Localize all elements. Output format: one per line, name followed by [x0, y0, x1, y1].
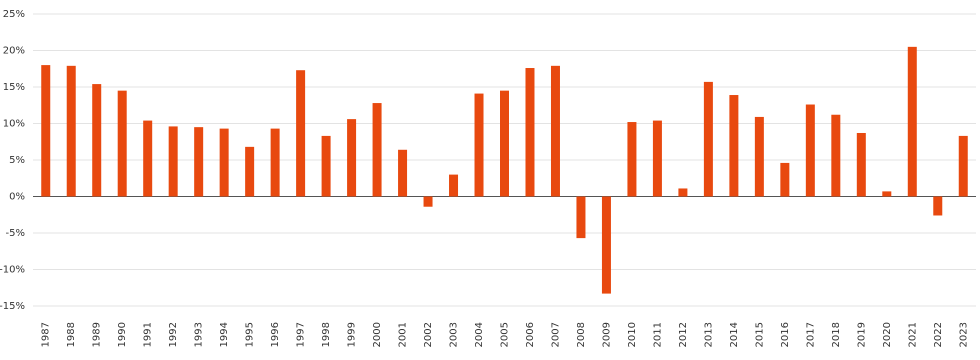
bar: [729, 95, 739, 197]
bar: [780, 162, 790, 197]
x-tick-label: 1993: [194, 322, 205, 347]
bar: [678, 188, 688, 197]
x-tick-label: 1997: [296, 322, 307, 347]
y-tick-label: 10%: [3, 119, 25, 130]
bar: [296, 70, 306, 197]
bar: [194, 127, 204, 197]
y-tick-label: 25%: [3, 9, 25, 20]
x-tick-label: 2014: [729, 322, 740, 347]
x-tick-label: 2023: [958, 322, 969, 347]
bar: [754, 116, 764, 197]
bar: [576, 196, 586, 239]
x-tick-label: 1995: [245, 322, 256, 347]
bar: [933, 196, 943, 216]
y-tick-label: 15%: [3, 82, 25, 93]
x-tick-label: 2021: [907, 322, 918, 347]
x-tick-label: 1989: [92, 322, 103, 347]
bar: [958, 135, 968, 197]
y-tick-label: -15%: [0, 301, 25, 312]
x-tick-label: 2015: [754, 322, 765, 347]
y-tick-label: 5%: [9, 155, 25, 166]
x-tick-label: 2017: [805, 322, 816, 347]
bar: [398, 149, 408, 197]
bar: [500, 90, 509, 197]
bar: [474, 93, 484, 197]
x-tick-label: 2010: [627, 322, 638, 347]
bar: [907, 46, 917, 197]
bar: [372, 103, 382, 197]
bar: [627, 122, 637, 197]
x-tick-label: 1999: [347, 322, 358, 347]
x-tick-label: 2003: [449, 322, 460, 347]
x-tick-label: 2020: [882, 322, 893, 347]
y-tick-label: 20%: [3, 46, 25, 57]
x-tick-label: 2005: [500, 322, 511, 347]
x-tick-label: 1998: [321, 322, 332, 347]
bar: [601, 196, 611, 294]
bar: [245, 146, 255, 197]
bar: [219, 128, 229, 197]
x-tick-label: 1987: [41, 322, 52, 347]
x-tick-label: 2013: [703, 322, 714, 347]
x-tick-label: 2002: [423, 322, 434, 347]
bar: [168, 126, 178, 197]
x-tick-label: 1991: [143, 322, 154, 347]
bar: [423, 196, 433, 207]
x-tick-label: 2019: [856, 322, 867, 347]
x-tick-label: 1992: [168, 322, 179, 347]
x-tick-label: 2007: [550, 322, 561, 347]
bar: [321, 135, 331, 197]
bar: [550, 65, 560, 197]
y-tick-label: -5%: [6, 228, 25, 239]
bar: [41, 65, 51, 197]
bar: [856, 132, 866, 197]
x-tick-label: 2011: [652, 322, 663, 347]
x-tick-label: 2001: [398, 322, 409, 347]
bar: [270, 128, 280, 197]
bar: [347, 119, 357, 197]
x-tick-label: 2009: [601, 322, 612, 347]
x-tick-label: 2012: [678, 322, 689, 347]
x-tick-label: 2022: [933, 322, 944, 347]
y-tick-label: 0%: [9, 192, 25, 203]
x-tick-label: 1994: [219, 322, 230, 347]
bar: [652, 120, 662, 197]
x-tick-label: 2006: [525, 322, 536, 347]
bar: [882, 191, 892, 197]
bar: [117, 90, 127, 197]
y-tick-label: -10%: [0, 265, 25, 276]
x-tick-label: 2004: [474, 322, 485, 347]
bar: [703, 81, 713, 197]
bar: [449, 174, 459, 197]
x-tick-label: 2000: [372, 322, 383, 347]
x-tick-label: 2016: [780, 322, 791, 347]
x-tick-label: 1990: [117, 322, 128, 347]
x-tick-label: 1996: [270, 322, 281, 347]
x-tick-label: 2018: [831, 322, 842, 347]
bar: [143, 120, 153, 197]
bar: [92, 84, 102, 197]
bar: [66, 65, 76, 197]
x-tick-label: 2008: [576, 322, 587, 347]
bar: [805, 104, 815, 197]
bar: [525, 68, 535, 197]
bar: [831, 114, 841, 197]
x-tick-label: 1988: [66, 322, 77, 347]
